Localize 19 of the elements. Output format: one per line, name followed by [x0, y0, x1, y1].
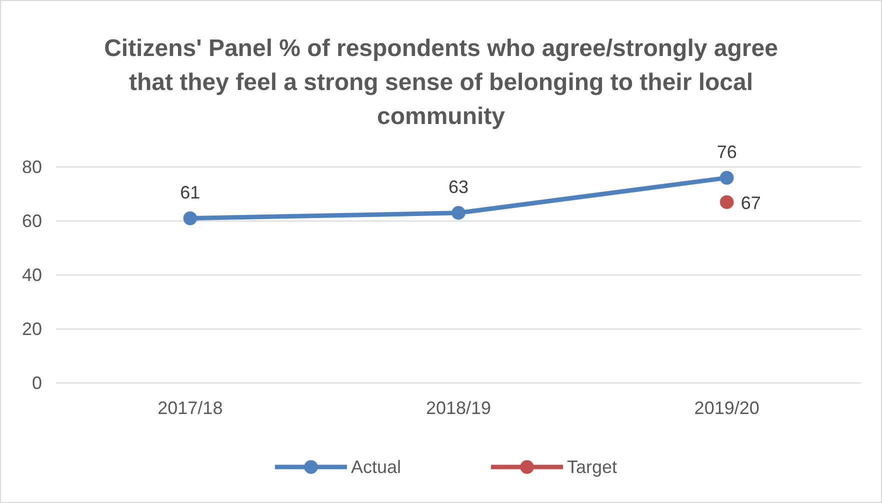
point [452, 206, 466, 220]
x-tick-label: 2018/19 [426, 398, 492, 418]
legend-label: Actual [350, 457, 401, 477]
legend-label: Target [567, 457, 618, 477]
data-label: 76 [716, 142, 737, 162]
y-tick-label: 0 [32, 372, 42, 393]
y-tick-label: 60 [22, 210, 42, 231]
data-label: 67 [740, 193, 761, 214]
data-label: 61 [180, 182, 200, 202]
x-tick-label: 2019/20 [694, 398, 760, 418]
chart-title: Citizens' Panel % of respondents who agree/strongly agree that they feel a strong sense of belonging to their local community [104, 35, 778, 130]
x-tick-label: 2017/18 [158, 398, 223, 418]
y-tick-label: 40 [22, 264, 42, 285]
point [720, 195, 734, 209]
y-tick-label: 80 [22, 156, 42, 177]
y-tick-label: 20 [22, 318, 42, 339]
point [183, 211, 198, 226]
data-label: 63 [448, 176, 469, 197]
point [720, 170, 734, 185]
